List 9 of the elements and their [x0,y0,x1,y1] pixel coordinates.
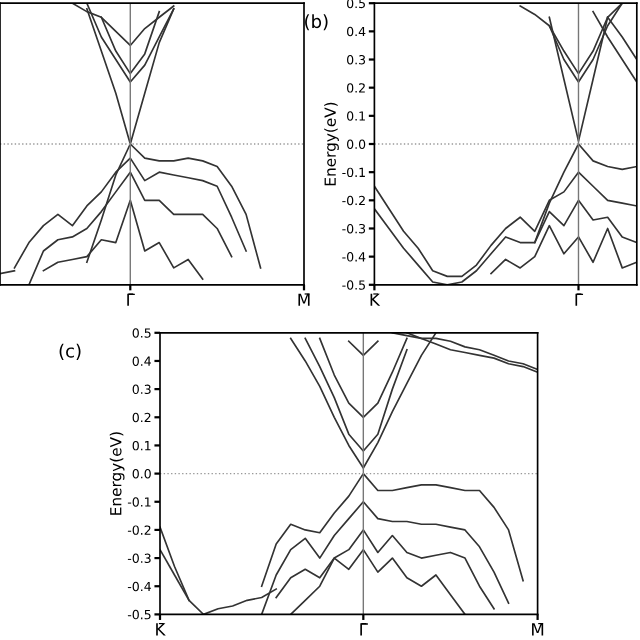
x-tick-label: M̄ [298,293,310,306]
x-tick-label: M̄ [532,622,544,636]
x-tick-label: Γ̄ [575,293,584,306]
x-tick-label: Γ̄ [360,622,368,636]
x-tick-label: K̄ [370,293,381,306]
x-tick-label: K̄ [156,622,166,636]
text: (c) [59,343,81,360]
x-tick-label: Γ̄ [127,293,135,306]
text: (b) [305,14,328,31]
